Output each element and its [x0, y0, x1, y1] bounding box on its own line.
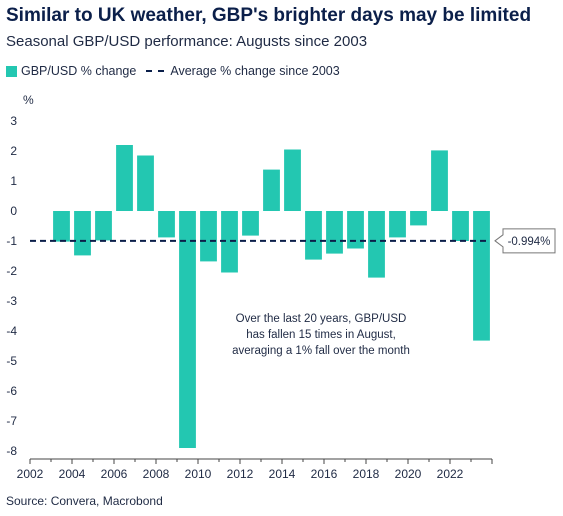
y-tick-label: 0	[10, 204, 17, 218]
x-tick-label: 2006	[101, 467, 128, 481]
bar-2005	[95, 211, 112, 241]
x-tick-label: 2014	[269, 467, 296, 481]
bar-2007	[137, 155, 154, 211]
bar-2018	[368, 211, 385, 278]
bar-2010	[200, 211, 217, 262]
y-tick-label: -7	[6, 414, 17, 428]
chart-subtitle: Seasonal GBP/USD performance: Augusts si…	[6, 33, 368, 50]
x-tick-label: 2004	[59, 467, 86, 481]
legend-avg-dash	[146, 70, 165, 72]
bar-2014	[284, 149, 301, 211]
bar-2011	[221, 211, 238, 273]
bar-2022	[452, 211, 469, 241]
legend: GBP/USD % change Average % change since …	[6, 64, 340, 78]
y-tick-label: -3	[6, 294, 17, 308]
bar-2017	[347, 211, 364, 249]
y-tick-label: -1	[6, 234, 17, 248]
average-callout-box	[494, 228, 556, 254]
bar-2021	[431, 150, 448, 211]
x-tick-label: 2018	[353, 467, 380, 481]
x-tick-label: 2002	[17, 467, 44, 481]
bar-2009	[179, 211, 196, 448]
x-tick-label: 2012	[227, 467, 254, 481]
bar-2006	[116, 145, 133, 211]
y-tick-label: -8	[6, 444, 17, 458]
legend-bar-label: GBP/USD % change	[21, 64, 137, 78]
chart-title: Similar to UK weather, GBP's brighter da…	[6, 5, 532, 26]
annotation-note: Over the last 20 years, GBP/USD has fall…	[232, 313, 410, 357]
bar-2023	[473, 211, 490, 341]
bar-2016	[326, 211, 343, 254]
x-tick-label: 2022	[437, 467, 464, 481]
average-callout-label: -0.994%	[508, 236, 551, 248]
bar-2004	[74, 211, 91, 256]
y-axis-unit-label: %	[23, 93, 34, 107]
x-tick-label: 2008	[143, 467, 170, 481]
bar-2003	[53, 211, 70, 242]
y-tick-label: -4	[6, 324, 17, 338]
bar-2013	[263, 169, 280, 211]
bar-2015	[305, 211, 322, 260]
bar-2012	[242, 211, 259, 236]
y-tick-label: -2	[6, 264, 17, 278]
bar-2020	[410, 211, 427, 226]
legend-bar-swatch	[6, 65, 17, 77]
source-note: Source: Convera, Macrobond	[6, 494, 163, 508]
legend-avg-label: Average % change since 2003	[170, 64, 340, 78]
x-tick-label: 2020	[395, 467, 422, 481]
y-tick-label: 2	[10, 144, 17, 158]
x-tick-label: 2010	[185, 467, 212, 481]
bar-2008	[158, 211, 175, 238]
y-tick-label: -5	[6, 354, 17, 368]
x-tick-label: 2016	[311, 467, 338, 481]
bar-2019	[389, 211, 406, 238]
y-tick-label: 1	[10, 174, 17, 188]
y-tick-label: -6	[6, 384, 17, 398]
y-tick-label: 3	[10, 114, 17, 128]
